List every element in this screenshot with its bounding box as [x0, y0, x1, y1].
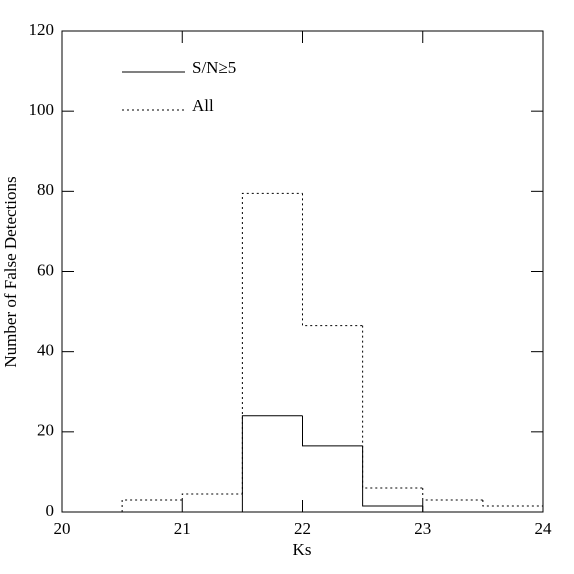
histogram-step — [181, 493, 243, 500]
histogram-step — [241, 415, 303, 512]
x-tick-label: 21 — [174, 519, 191, 538]
histogram-step — [362, 325, 423, 489]
x-tick-label: 20 — [54, 519, 71, 538]
x-tick-label: 24 — [535, 519, 553, 538]
histogram-step — [422, 487, 483, 501]
x-tick-label: 22 — [294, 519, 311, 538]
histogram-step — [302, 193, 363, 327]
y-tick-label: 0 — [46, 501, 55, 520]
x-tick-label: 23 — [414, 519, 431, 538]
histogram-step — [482, 499, 544, 512]
histogram-step — [241, 192, 303, 494]
histogram-step — [362, 445, 423, 507]
y-tick-label: 100 — [29, 100, 55, 119]
y-tick-label: 20 — [37, 421, 54, 440]
legend-label: All — [192, 96, 214, 115]
y-tick-label: 80 — [37, 180, 54, 199]
y-tick-label: 120 — [29, 20, 55, 39]
histogram-step — [422, 505, 483, 513]
y-axis-label: Number of False Detections — [1, 176, 20, 367]
legend-label: S/N≥5 — [192, 58, 236, 77]
histogram-step — [302, 415, 363, 447]
y-tick-label: 60 — [37, 260, 54, 279]
y-tick-label: 40 — [37, 341, 54, 360]
histogram-step — [121, 499, 183, 512]
x-axis-label: Ks — [293, 540, 312, 559]
